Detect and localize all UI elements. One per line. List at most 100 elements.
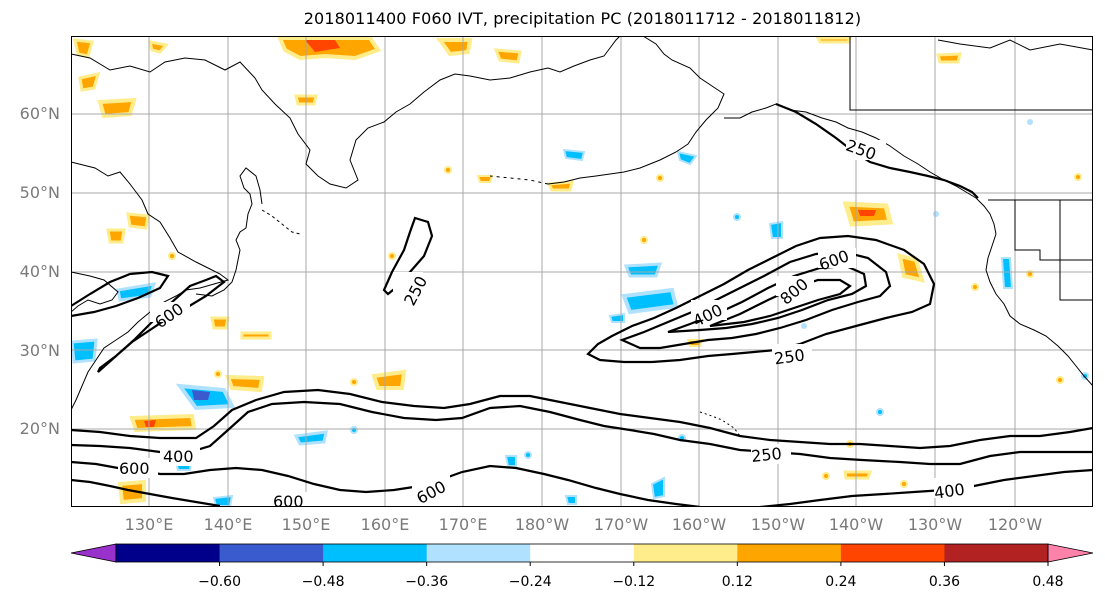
colorbar-tick-label: −0.36 — [405, 574, 448, 590]
colorbar-tick-label: 0.48 — [1032, 574, 1063, 590]
colorbar-swatch — [944, 544, 1049, 562]
precip-patch — [106, 228, 126, 244]
contour-japan — [97, 274, 226, 373]
lat-label-60n: 60°N — [19, 104, 60, 123]
contour-label-600-left: 600 — [119, 459, 150, 478]
precip-patch — [676, 150, 698, 166]
map-border — [71, 36, 1093, 507]
precip-dot — [350, 378, 358, 386]
precip-patch — [504, 455, 517, 467]
precip-dot — [801, 323, 807, 329]
precip-dot — [971, 283, 979, 291]
label-mask — [393, 272, 423, 294]
colorbar: −0.60 −0.48 −0.36 −0.24 −0.12 0.12 0.24 0.36 0.4… — [70, 543, 1094, 590]
precip-dot — [900, 480, 908, 488]
siberia-coastline — [71, 36, 621, 189]
na-coastline — [985, 233, 1093, 387]
precip-patch — [546, 180, 574, 192]
label-mask — [818, 248, 856, 268]
japan-coastline — [195, 167, 263, 297]
precip-patch — [210, 316, 230, 330]
contour-800-ar — [709, 278, 852, 328]
precip-patch — [562, 148, 586, 162]
aleutian-islands — [489, 175, 549, 185]
contour-label-250-south: 250 — [750, 444, 782, 466]
precip-patch — [147, 40, 169, 54]
colorbar-swatch — [633, 544, 738, 562]
coastlines — [71, 36, 1093, 437]
lon-label-160w: 160°W — [671, 515, 727, 534]
precip-patch — [192, 390, 210, 400]
lon-label-120w: 120°W — [987, 515, 1043, 534]
precip-dot — [733, 213, 741, 221]
precip-patch — [650, 476, 665, 500]
precip-dot — [640, 236, 648, 244]
contour-250-south — [71, 388, 1093, 450]
colorbar-tick-label: −0.12 — [612, 574, 655, 590]
map-panel: 250 250 400 600 800 250 250 400 600 600 … — [71, 36, 1093, 507]
label-mask — [118, 458, 158, 478]
lon-label-150w: 150°W — [750, 515, 806, 534]
precip-dot — [1081, 372, 1089, 380]
precip-patch — [293, 430, 328, 446]
contour-labels: 250 250 400 600 800 250 250 400 600 600 … — [118, 136, 974, 507]
label-mask — [846, 140, 886, 160]
lon-label-160e: 160°E — [360, 515, 410, 534]
contour-label-400-left: 400 — [163, 447, 194, 466]
colorbar-tick-label: −0.48 — [302, 574, 345, 590]
contour-japan — [71, 270, 170, 318]
na-coastline — [937, 39, 1093, 51]
precip-dot — [1074, 173, 1082, 181]
colorbar-extend-low — [70, 543, 117, 563]
label-mask — [691, 300, 727, 320]
precip-patch — [936, 52, 962, 64]
contour-400-right — [759, 468, 1093, 507]
label-mask — [272, 492, 312, 507]
label-mask — [772, 344, 812, 364]
precip-patch — [897, 253, 925, 283]
precip-dot — [822, 472, 830, 480]
precip-dot — [168, 252, 176, 260]
lat-label-40n: 40°N — [19, 262, 60, 281]
us-state-border — [1014, 200, 1093, 261]
colorbar-swatch — [426, 544, 531, 562]
precip-patch — [858, 210, 876, 216]
us-state-border — [1059, 200, 1093, 301]
precip-dot — [214, 370, 222, 378]
map-title: 2018011400 F060 IVT, precipitation PC (2… — [303, 9, 862, 28]
precip-patch — [564, 495, 577, 505]
lon-label-130e: 130°E — [124, 515, 174, 534]
lon-label-170w: 170°W — [593, 515, 649, 534]
contour-600-south — [71, 460, 701, 507]
lon-label-140e: 140°E — [203, 515, 253, 534]
colorbar-tick-label: 0.12 — [722, 574, 753, 590]
precip-patch — [371, 369, 407, 390]
label-mask — [751, 444, 791, 464]
colorbar-swatch — [219, 544, 324, 562]
colorbar-tick-label: 0.36 — [929, 574, 960, 590]
colorbar-swatch — [116, 544, 221, 562]
precip-patch — [623, 262, 663, 278]
colorbar-swatch — [530, 544, 635, 562]
label-mask — [412, 474, 450, 496]
lon-label-140w: 140°W — [828, 515, 884, 534]
colorbar-outline — [115, 543, 1049, 563]
precip-dot — [933, 211, 939, 217]
precip-patch — [71, 338, 98, 364]
contour-label-400-right: 400 — [933, 480, 966, 503]
contour-400-south — [71, 400, 1093, 466]
hawaii-islands — [699, 411, 741, 437]
colorbar-extend-high — [1047, 543, 1094, 563]
precip-dot — [350, 426, 358, 434]
colorbar-tick-label: 0.24 — [825, 574, 856, 590]
precip-patch — [305, 40, 340, 52]
contour-600-left — [71, 478, 221, 507]
label-mask — [776, 276, 814, 296]
precip-patch — [815, 36, 853, 44]
precip-patch — [117, 479, 146, 505]
contour-600-ar — [667, 264, 868, 334]
precip-patch — [608, 312, 625, 323]
colorbar-swatch — [737, 544, 842, 562]
precip-patch — [78, 71, 101, 92]
precip-dot — [388, 252, 396, 260]
